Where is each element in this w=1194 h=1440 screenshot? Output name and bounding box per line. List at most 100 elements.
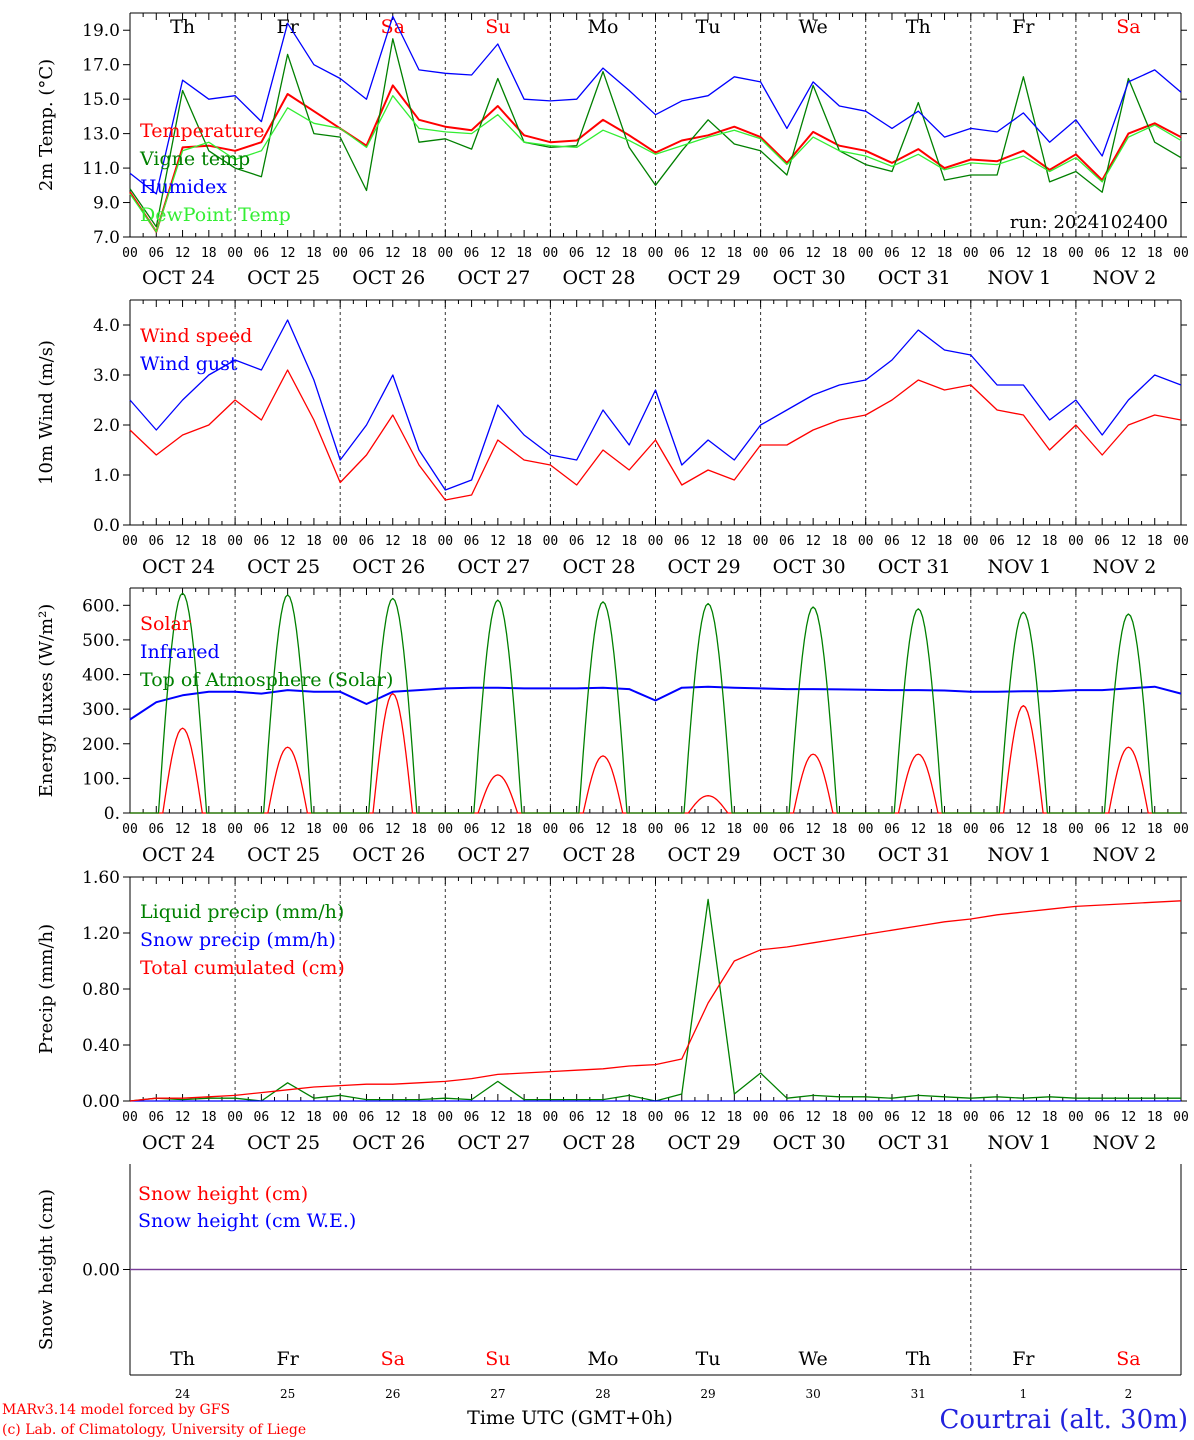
credit-line-2: (c) Lab. of Climatology, University of L…: [2, 1422, 306, 1438]
legend-snow-precip-mm-h-: Snow precip (mm/h): [140, 929, 336, 951]
weekday-label: Sa: [381, 16, 405, 38]
y-tick-label: 400.: [82, 666, 120, 686]
weekday-label: Mo: [587, 1348, 618, 1370]
date-label: OCT 30: [773, 556, 846, 578]
date-label: OCT 30: [773, 844, 846, 866]
series-line-wind-speed: [129, 369, 1182, 501]
date-label: OCT 24: [142, 1132, 215, 1154]
hour-label: 06: [674, 534, 690, 549]
y-tick-label: 4.0: [93, 316, 120, 336]
y-tick-label: 13.0: [82, 125, 120, 145]
hour-label: 18: [726, 1110, 742, 1125]
hour-label: 12: [1016, 534, 1032, 549]
hour-label: 06: [1094, 246, 1110, 261]
hour-label: 12: [490, 534, 506, 549]
legend-solar: Solar: [140, 613, 192, 635]
y-tick-label: 17.0: [82, 56, 120, 76]
hour-label: 00: [963, 534, 979, 549]
hour-label: 18: [306, 822, 322, 837]
hour-label: 18: [411, 246, 427, 261]
hour-label: 18: [201, 822, 217, 837]
weekday-label: Sa: [1116, 16, 1140, 38]
date-label: OCT 26: [352, 556, 425, 578]
credit-line-1: MARv3.14 model forced by GFS: [2, 1402, 230, 1418]
legend-dewpoint-temp: DewPoint Temp: [140, 204, 291, 226]
location-label: Courtrai (alt. 30m): [940, 1405, 1189, 1435]
hour-label: 00: [753, 246, 769, 261]
weekday-label: Th: [906, 1348, 931, 1370]
legend-snow-height-cm-w-e-: Snow height (cm W.E.): [138, 1210, 356, 1232]
hour-label: 18: [937, 1110, 953, 1125]
hour-label: 12: [175, 822, 191, 837]
date-label: OCT 31: [878, 556, 951, 578]
hour-label: 00: [332, 246, 348, 261]
hour-label: 18: [1147, 246, 1163, 261]
hour-label: 00: [332, 822, 348, 837]
hour-label: 18: [1147, 534, 1163, 549]
hour-label: 00: [963, 822, 979, 837]
y-axis-label: Snow height (cm): [36, 1189, 57, 1350]
y-tick-label: 15.0: [82, 90, 120, 110]
hour-label: 12: [910, 246, 926, 261]
hour-label: 00: [437, 1110, 453, 1125]
day-number-label: 30: [806, 1387, 821, 1401]
hour-label: 00: [437, 534, 453, 549]
date-label: OCT 25: [247, 267, 320, 289]
hour-label: 12: [700, 822, 716, 837]
hour-label: 06: [674, 822, 690, 837]
hour-label: 18: [832, 822, 848, 837]
weekday-label: Mo: [587, 16, 618, 38]
hour-label: 06: [359, 534, 375, 549]
day-number-label: 28: [595, 1387, 610, 1401]
panel-5: 0.00 Snow height (cm) Th Fr Sa Su Mo Tu We Th Fr Sa…: [36, 1164, 1187, 1401]
weekday-label: Fr: [277, 16, 300, 38]
hour-label: 00: [648, 534, 664, 549]
y-tick-label: 0.80: [82, 980, 120, 1000]
hour-label: 06: [254, 1110, 270, 1125]
y-tick-label: 1.0: [93, 466, 120, 486]
hour-label: 18: [1042, 534, 1058, 549]
hour-label: 06: [884, 822, 900, 837]
hour-label: 00: [437, 822, 453, 837]
date-label: OCT 31: [878, 267, 951, 289]
hour-label: 18: [411, 1110, 427, 1125]
hour-label: 06: [464, 1110, 480, 1125]
hour-label: 18: [201, 1110, 217, 1125]
weekday-label: We: [799, 16, 828, 38]
hour-label: 06: [884, 534, 900, 549]
hour-label: 06: [569, 1110, 585, 1125]
hour-label: 18: [621, 534, 637, 549]
hour-label: 00: [437, 246, 453, 261]
date-label: OCT 27: [457, 844, 530, 866]
hour-label: 12: [1121, 534, 1137, 549]
day-number-label: 26: [385, 1387, 400, 1401]
weekday-label: Tu: [696, 16, 721, 38]
date-label: OCT 30: [773, 1132, 846, 1154]
panel-4: 0.00 0.40 0.80 1.20 1.60 Precip (mm/h) 00 06 12 1…: [36, 868, 1189, 1154]
legend-top-of-atmosphere-solar-: Top of Atmosphere (Solar): [140, 669, 393, 691]
weekday-label: Fr: [1012, 16, 1035, 38]
hour-label: 00: [1173, 246, 1189, 261]
date-label: OCT 26: [352, 844, 425, 866]
hour-label: 18: [1042, 246, 1058, 261]
weekday-label: Tu: [696, 1348, 721, 1370]
series-line-wind-gust: [129, 319, 1182, 491]
y-axis-label: 2m Temp. (°C): [36, 59, 57, 191]
date-label: OCT 30: [773, 267, 846, 289]
hour-label: 00: [1068, 246, 1084, 261]
legend-snow-height-cm-: Snow height (cm): [138, 1183, 308, 1205]
hour-label: 06: [254, 534, 270, 549]
hour-label: 00: [122, 534, 138, 549]
hour-label: 12: [280, 534, 296, 549]
hour-label: 18: [832, 246, 848, 261]
hour-label: 00: [1173, 534, 1189, 549]
hour-label: 00: [227, 822, 243, 837]
hour-label: 18: [937, 246, 953, 261]
y-tick-label: 19.0: [82, 21, 120, 41]
hour-label: 00: [1068, 1110, 1084, 1125]
day-number-label: 27: [490, 1387, 505, 1401]
date-label: OCT 26: [352, 267, 425, 289]
legend-vigne-temp: Vigne temp: [139, 148, 250, 170]
day-number-label: 24: [175, 1387, 191, 1401]
hour-label: 06: [779, 246, 795, 261]
